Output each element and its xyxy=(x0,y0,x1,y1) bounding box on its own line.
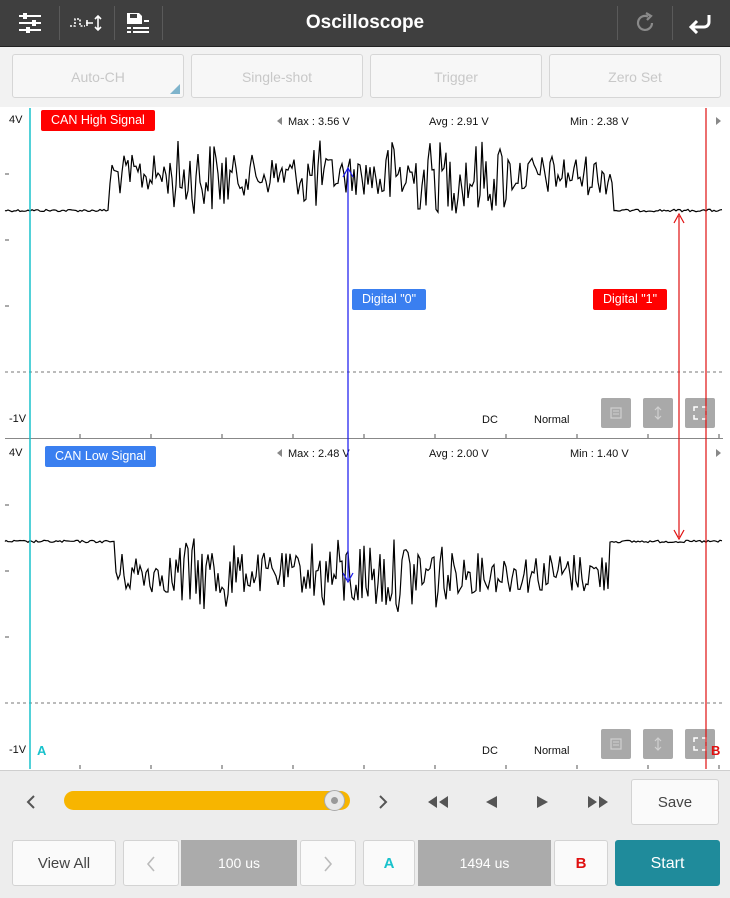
ch1-min-value: Min : 2.38 V xyxy=(570,116,629,128)
step-forward-icon xyxy=(537,796,548,808)
trigger-button[interactable]: Trigger xyxy=(370,54,542,98)
save-button[interactable]: Save xyxy=(631,779,719,825)
chevron-right-icon xyxy=(379,795,388,809)
ch2-expand-icon xyxy=(693,737,707,751)
ch2-next-stat-icon[interactable] xyxy=(715,449,721,457)
cursor-delta-value: 1494 us xyxy=(418,840,551,886)
signal-toggle-icon[interactable] xyxy=(62,0,110,46)
ch2-max-value: Max : 2.48 V xyxy=(288,448,350,460)
timebase-decrease-button[interactable] xyxy=(123,840,179,886)
ch1-scale-button[interactable] xyxy=(643,398,673,428)
ch2-trigger-mode: Normal xyxy=(534,745,570,757)
digital1-label: Digital "1" xyxy=(593,289,668,310)
cursor-b-label: B xyxy=(575,855,587,872)
ch2-ymax-label: 4V xyxy=(9,447,23,459)
cursor-a-label: A xyxy=(383,855,395,872)
toolbar: Auto-CH Single-shot Trigger Zero Set xyxy=(0,47,730,107)
ch1-coupling: DC xyxy=(482,414,498,426)
ch1-prev-stat-icon[interactable] xyxy=(277,117,283,125)
digital0-label: Digital "0" xyxy=(352,289,427,310)
cursor-a-button[interactable]: A xyxy=(363,840,415,886)
save-label: Save xyxy=(657,794,693,811)
step-forward-button[interactable] xyxy=(528,787,558,817)
fast-rewind-icon xyxy=(428,796,448,808)
ch2-fullscreen-button[interactable] xyxy=(685,729,715,759)
fast-forward-button[interactable] xyxy=(580,787,616,817)
ch1-trigger-mode: Normal xyxy=(534,414,570,426)
ch1-max-value: Max : 3.56 V xyxy=(288,116,350,128)
ch1-vertical-scale-icon xyxy=(654,406,662,420)
ch1-next-stat-icon[interactable] xyxy=(715,117,721,125)
ch2-name-badge: CAN Low Signal xyxy=(45,446,157,467)
ch2-coupling: DC xyxy=(482,745,498,757)
ch1-ymin-label: -1V xyxy=(9,413,27,425)
channel-panel-can-low[interactable]: 4V CAN Low Signal Max : 2.48 V Avg : 2.0… xyxy=(5,439,723,769)
refresh-icon[interactable] xyxy=(622,0,668,46)
back-icon[interactable] xyxy=(675,0,725,46)
sliders-icon[interactable] xyxy=(8,0,52,46)
slider-thumb[interactable] xyxy=(324,790,345,811)
page-title: Oscilloscope xyxy=(305,12,425,33)
fast-rewind-button[interactable] xyxy=(420,787,456,817)
timebase-value: 100 us xyxy=(181,840,297,886)
ch2-avg-value: Avg : 2.00 V xyxy=(429,448,489,460)
auto-ch-button[interactable]: Auto-CH xyxy=(12,54,184,98)
chevron-right-icon xyxy=(324,856,333,872)
dropdown-corner-icon xyxy=(170,84,180,94)
auto-ch-label: Auto-CH xyxy=(71,69,125,85)
ch2-menu-icon xyxy=(610,738,622,750)
ch2-prev-stat-icon[interactable] xyxy=(277,449,283,457)
timebase-increase-button[interactable] xyxy=(300,840,356,886)
ch2-min-value: Min : 1.40 V xyxy=(570,448,629,460)
save-list-icon[interactable] xyxy=(117,0,159,46)
trigger-label: Trigger xyxy=(434,69,478,85)
channel-panel-can-high[interactable]: 4V CAN High Signal Max : 3.56 V Avg : 2.… xyxy=(5,108,723,438)
control-bar: Save View All 100 us A 1494 us B Start xyxy=(0,770,730,898)
chevron-left-icon xyxy=(146,856,155,872)
ch1-fullscreen-button[interactable] xyxy=(685,398,715,428)
single-shot-button[interactable]: Single-shot xyxy=(191,54,363,98)
zero-set-label: Zero Set xyxy=(608,69,662,85)
ch1-avg-value: Avg : 2.91 V xyxy=(429,116,489,128)
start-label: Start xyxy=(650,855,685,872)
start-button[interactable]: Start xyxy=(615,840,720,886)
ch2-scale-button[interactable] xyxy=(643,729,673,759)
zero-set-button[interactable]: Zero Set xyxy=(549,54,721,98)
ch1-settings-button[interactable] xyxy=(601,398,631,428)
scroll-left-button[interactable] xyxy=(18,789,44,815)
single-shot-label: Single-shot xyxy=(241,69,313,85)
step-back-icon xyxy=(486,796,497,808)
ch1-ymax-label: 4V xyxy=(9,114,23,126)
ch1-name-badge: CAN High Signal xyxy=(41,110,155,131)
ch2-vertical-scale-icon xyxy=(654,737,662,751)
app-header: Oscilloscope xyxy=(0,0,730,47)
fast-forward-icon xyxy=(588,796,608,808)
scroll-right-button[interactable] xyxy=(370,789,396,815)
chevron-left-icon xyxy=(26,795,35,809)
view-all-button[interactable]: View All xyxy=(12,840,116,886)
step-back-button[interactable] xyxy=(476,787,506,817)
cursor-b-button[interactable]: B xyxy=(554,840,608,886)
ch1-expand-icon xyxy=(693,406,707,420)
ch1-menu-icon xyxy=(610,407,622,419)
view-all-label: View All xyxy=(37,855,91,872)
ch2-ymin-label: -1V xyxy=(9,744,27,756)
timeline-slider[interactable] xyxy=(64,790,350,811)
ch2-settings-button[interactable] xyxy=(601,729,631,759)
